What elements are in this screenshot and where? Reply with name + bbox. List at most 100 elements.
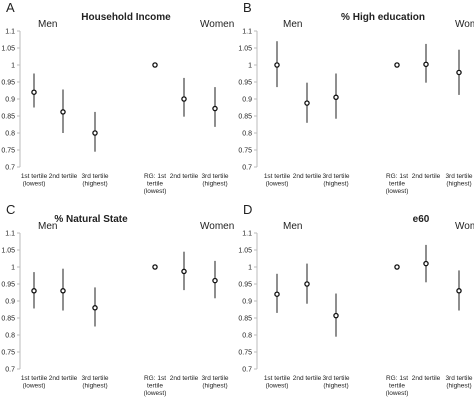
data-point [212,105,218,112]
x-tick-label: RG: 1st tertile (lowest) [144,173,167,195]
data-point [274,291,280,297]
data-point [333,94,339,101]
panel-a: A Household Income Men Women 0.7 0.75 0.8 0.85 0… [1,0,234,195]
y-tick-label: 1 [11,265,15,272]
data-point [456,69,462,76]
group-label-women: Women [455,221,474,232]
data-point [394,62,400,68]
x-tick-label: 3rd tertile (highest) [322,375,349,390]
y-tick-label: 0.8 [242,333,252,340]
panel-letter: D [243,202,252,217]
y-tick-label: 0.75 [1,350,15,357]
x-tick-label: 3rd tertile (highest) [81,173,108,188]
data-point [31,89,37,95]
y-tick-label: 1 [248,63,252,70]
data-point [423,260,429,267]
y-tick-label: 1.1 [242,29,252,36]
x-tick-label: 2nd tertile [49,375,78,382]
x-tick-label: 2nd tertile [293,173,322,180]
x-tick-label: 3rd tertile (highest) [81,375,108,390]
y-tick-label: 0.8 [5,333,15,340]
data-point [92,130,98,136]
group-label-men: Men [38,19,57,30]
x-tick-label: 1st tertile (lowest) [264,375,291,390]
data-point [31,288,37,294]
x-tick-label: RG: 1st tertile (lowest) [144,375,167,397]
data-point [152,264,158,270]
y-tick-label: 0.7 [5,367,15,374]
group-label-women: Women [200,19,234,30]
group-label-men: Men [283,221,302,232]
data-point [92,305,98,311]
data-point [274,62,280,68]
data-point [423,61,429,68]
x-tick-label: 2nd tertile [49,173,78,180]
y-tick-label: 1.05 [1,248,15,255]
x-tick-label: RG: 1st tertile (lowest) [386,173,409,195]
x-tick-label: 2nd tertile [412,173,441,180]
y-tick-label: 1.1 [5,29,15,36]
x-tick-label: 2nd tertile [412,375,441,382]
y-tick-label: 0.7 [242,367,252,374]
group-label-women: Women [200,221,234,232]
y-tick-label: 0.8 [5,131,15,138]
panel-letter: B [243,0,252,15]
data-point [152,62,158,68]
data-point [304,281,310,287]
data-point [456,288,462,294]
x-tick-label: RG: 1st tertile (lowest) [386,375,409,397]
y-tick-label: 0.95 [238,80,252,87]
y-tick-label: 0.7 [5,165,15,172]
panel-title: % Natural State [54,214,128,225]
y-tick-label: 0.9 [242,97,252,104]
y-tick-label: 0.75 [238,148,252,155]
data-point [212,277,218,284]
data-point [304,100,310,106]
y-tick-label: 1.05 [238,248,252,255]
y-tick-label: 0.85 [1,316,15,323]
x-tick-label: 2nd tertile [170,173,199,180]
x-tick-label: 2nd tertile [293,375,322,382]
data-point [394,264,400,270]
y-tick-label: 1.05 [1,46,15,53]
y-tick-label: 0.95 [1,282,15,289]
panel-title: Household Income [81,12,171,23]
y-tick-label: 0.85 [238,114,252,121]
y-tick-label: 0.9 [5,299,15,306]
panel-letter: A [6,0,15,15]
group-label-men: Men [38,221,57,232]
panel-title: % High education [341,12,425,23]
y-tick-label: 1.05 [238,46,252,53]
x-tick-label: 2nd tertile [170,375,199,382]
data-point [60,288,66,294]
x-tick-label: 3rd tertile (highest) [445,375,472,390]
panel-letter: C [6,202,15,217]
y-tick-label: 1 [11,63,15,70]
y-tick-label: 0.75 [238,350,252,357]
y-tick-label: 0.95 [238,282,252,289]
data-point [60,109,66,115]
x-tick-label: 3rd tertile (highest) [201,375,228,390]
group-label-men: Men [283,19,302,30]
y-tick-label: 1.1 [5,231,15,238]
panel-b: B % High education Men Women 0.7 0.75 0.8 0.85 0… [238,0,474,195]
y-tick-label: 0.7 [242,165,252,172]
y-tick-label: 1.1 [242,231,252,238]
y-tick-label: 0.85 [1,114,15,121]
x-tick-label: 3rd tertile (highest) [201,173,228,188]
data-point [333,312,339,319]
y-tick-label: 0.8 [242,131,252,138]
x-tick-label: 1st tertile (lowest) [264,173,291,188]
y-tick-label: 0.9 [242,299,252,306]
y-tick-label: 0.85 [238,316,252,323]
y-tick-label: 1 [248,265,252,272]
data-point [181,268,187,275]
x-tick-label: 3rd tertile (highest) [322,173,349,188]
panel-title: e60 [413,214,430,225]
x-tick-label: 1st tertile (lowest) [21,173,48,188]
y-tick-label: 0.9 [5,97,15,104]
y-tick-label: 0.75 [1,148,15,155]
